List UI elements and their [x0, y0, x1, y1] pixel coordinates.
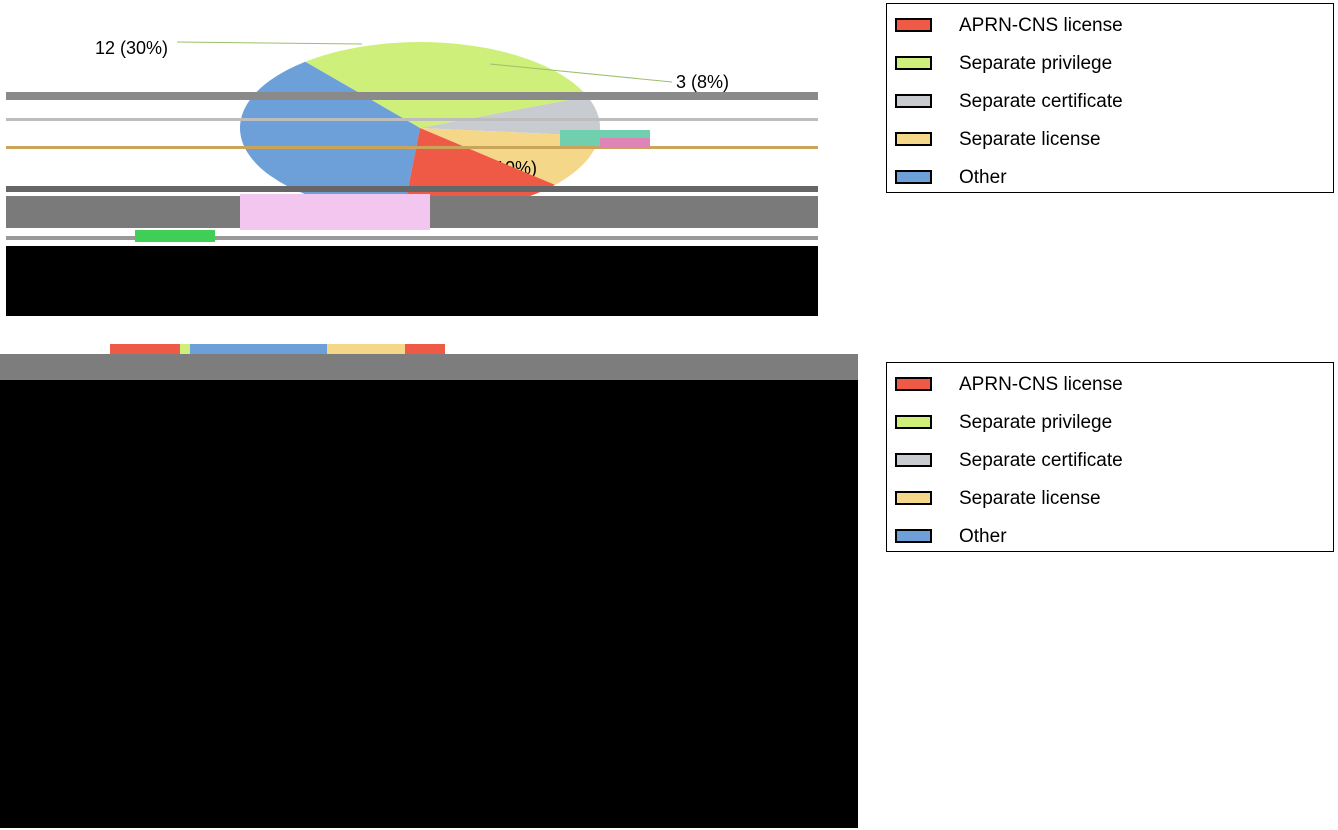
legend-label: APRN-CNS license: [959, 15, 1123, 36]
legend-label: Other: [959, 526, 1007, 547]
legend-top: APRN-CNS license Separate privilege Sepa…: [886, 3, 1334, 193]
legend-swatch: [895, 170, 932, 184]
artifact-band: [600, 138, 650, 148]
legend-swatch: [895, 453, 932, 467]
legend-label: Separate certificate: [959, 91, 1123, 112]
legend-swatch: [895, 18, 932, 32]
artifact-band: [6, 92, 818, 100]
legend-entry: Other: [887, 518, 1333, 556]
stacked-bar-chart: [110, 344, 445, 355]
legend-label: Separate privilege: [959, 412, 1113, 433]
slice-leader-line: [489, 63, 673, 83]
artifact-band: [135, 230, 215, 242]
artifact-band: [6, 146, 818, 149]
legend-entry: APRN-CNS license: [887, 7, 1333, 45]
legend-entry: Separate license: [887, 480, 1333, 518]
artifact-band: [0, 354, 858, 380]
black-block-bottom: [0, 380, 858, 828]
bar-segment: [110, 344, 180, 355]
bar-segment: [327, 344, 405, 355]
legend-label: Separate license: [959, 129, 1101, 150]
bar-segment: [180, 344, 190, 355]
legend-entry: Other: [887, 159, 1333, 197]
legend-label: Other: [959, 167, 1007, 188]
slice-leader-line: [176, 41, 363, 45]
render-artifacts-top: [6, 92, 818, 316]
legend-entry: Separate privilege: [887, 45, 1333, 83]
slice-label: 3 (8%): [676, 72, 729, 92]
legend-entry: Separate privilege: [887, 404, 1333, 442]
legend-swatch: [895, 56, 932, 70]
legend-bottom: APRN-CNS license Separate privilege Sepa…: [886, 362, 1334, 552]
bar-segment: [190, 344, 327, 355]
legend-entry: Separate license: [887, 121, 1333, 159]
legend-entry: APRN-CNS license: [887, 366, 1333, 404]
artifact-band: [240, 194, 430, 230]
artifact-band: [6, 186, 818, 192]
pie-slice: [305, 42, 588, 128]
pie-slice: [420, 96, 601, 137]
legend-label: APRN-CNS license: [959, 374, 1123, 395]
pie-slice: [420, 128, 600, 185]
black-block-top: [6, 246, 818, 316]
render-artifacts-bottom: [0, 354, 858, 828]
legend-label: Separate license: [959, 488, 1101, 509]
legend-entry: Separate certificate: [887, 83, 1333, 121]
artifact-band: [6, 236, 818, 240]
legend-label: Separate certificate: [959, 450, 1123, 471]
legend-swatch: [895, 94, 932, 108]
legend-swatch: [895, 377, 932, 391]
legend-swatch: [895, 529, 932, 543]
legend-swatch: [895, 415, 932, 429]
legend-swatch: [895, 491, 932, 505]
pie-slice: [403, 128, 556, 215]
legend-entry: Separate certificate: [887, 442, 1333, 480]
legend-label: Separate privilege: [959, 53, 1113, 74]
slice-label: 12 (30%): [95, 38, 168, 58]
legend-swatch: [895, 132, 932, 146]
bar-segment: [405, 344, 445, 355]
artifact-band: [6, 118, 818, 121]
